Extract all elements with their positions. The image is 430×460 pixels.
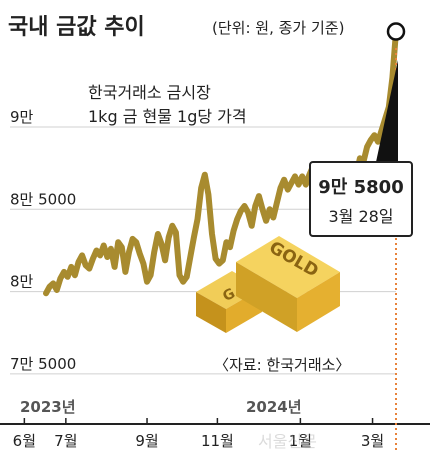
x-tick-label: 7월 (54, 432, 77, 450)
gold-bars-illustration: G GOLD (196, 236, 340, 333)
x-tick-label: 9월 (135, 432, 158, 450)
callout-box (309, 161, 413, 237)
x-tick-label: 6월 (13, 432, 36, 450)
x-tick-label: 1월 (289, 432, 312, 450)
annotation-line-2: 1kg 금 현물 1g당 가격 (88, 107, 247, 126)
year-label-2023: 2023년 (20, 398, 76, 416)
callout-pointer (376, 60, 398, 162)
x-tick-label: 3월 (361, 432, 384, 450)
callout-value: 9만 5800 (318, 177, 403, 198)
series-end-point (386, 22, 406, 41)
callout-date: 3월 28일 (328, 207, 393, 226)
y-tick-label: 7만 5000 (10, 355, 76, 373)
callout: 9만 5800 3월 28일 (309, 48, 413, 450)
x-tick-label: 11월 (201, 432, 234, 450)
y-axis-ticks: 9만 8만 5000 8만 7만 5000 (10, 108, 76, 373)
chart-title: 국내 금값 추이 (8, 15, 145, 40)
y-tick-label: 9만 (10, 108, 34, 126)
chart-subtitle: (단위: 원, 종가 기준) (212, 19, 344, 37)
series-layer (43, 22, 406, 297)
watermark: 서울신문 (258, 432, 317, 451)
y-tick-label: 8만 5000 (10, 190, 76, 208)
year-label-2024: 2024년 (246, 398, 302, 416)
annotation-line-1: 한국거래소 금시장 (88, 83, 211, 102)
x-axis-ticks: 6월 7월 9월 11월 1월 3월 (13, 418, 384, 450)
source-note: 〈자료: 한국거래소〉 (214, 356, 350, 374)
y-tick-label: 8만 (10, 273, 34, 291)
